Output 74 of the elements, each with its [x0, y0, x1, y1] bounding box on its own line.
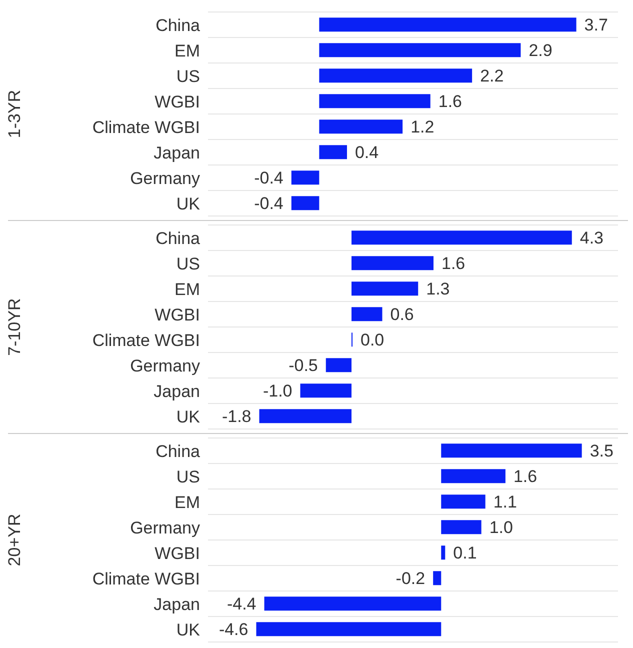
y-tick-label: UK [176, 407, 201, 426]
bar [319, 120, 403, 134]
data-label: -0.4 [254, 168, 284, 188]
bar [291, 196, 320, 210]
y-tick-label: US [176, 254, 200, 274]
data-label: 0.4 [354, 143, 379, 162]
bar [352, 307, 382, 322]
y-tick-label: Climate WGBI [92, 330, 200, 350]
bar [441, 469, 506, 484]
y-tick-label: Climate WGBI [92, 118, 200, 137]
bar [264, 596, 442, 611]
y-tick-label: Japan [154, 594, 200, 614]
bar [352, 230, 572, 245]
y-tick-label: Japan [154, 382, 200, 401]
data-label: 1.6 [438, 92, 462, 112]
bar [300, 384, 352, 398]
bar [441, 444, 582, 458]
y-tick-label: Germany [130, 518, 200, 538]
data-label: 1.0 [489, 518, 513, 538]
bar [352, 256, 434, 270]
y-tick-label: UK [176, 620, 201, 640]
data-label: -1.0 [262, 382, 292, 401]
bar [319, 145, 347, 160]
y-axis-title: 1-3YR [5, 90, 24, 138]
bar [319, 68, 472, 83]
y-tick-label: Germany [130, 168, 200, 188]
data-label: 1.6 [513, 467, 538, 486]
data-label: 1.6 [442, 254, 466, 274]
bar [291, 170, 320, 185]
bar [256, 622, 442, 636]
data-label: -1.8 [222, 407, 252, 426]
y-tick-label: China [156, 228, 201, 248]
y-tick-label: EM [174, 41, 200, 60]
bar [352, 282, 418, 296]
bar [259, 409, 352, 424]
data-label: -0.4 [254, 194, 284, 214]
y-axis-title: 20+YR [5, 514, 24, 566]
bar [319, 43, 521, 58]
data-label: 0.6 [390, 305, 414, 324]
data-label: -0.2 [396, 569, 426, 588]
y-tick-label: Climate WGBI [92, 569, 200, 588]
y-tick-label: US [176, 467, 200, 486]
bar [433, 571, 442, 586]
y-tick-label: WGBI [154, 305, 200, 324]
data-label: 2.2 [480, 66, 504, 86]
y-tick-label: US [176, 66, 200, 86]
y-tick-label: EM [174, 280, 200, 299]
bar [319, 94, 430, 108]
y-axis-title: 7-10YR [5, 298, 24, 356]
bar [326, 358, 352, 372]
bar [441, 546, 446, 560]
data-label: 1.3 [426, 280, 450, 299]
data-label: 1.1 [493, 492, 517, 512]
y-tick-label: Japan [154, 143, 200, 162]
data-label: 3.5 [590, 442, 614, 461]
bar [441, 494, 486, 509]
data-label: 1.2 [410, 118, 434, 137]
data-label: 3.7 [584, 16, 608, 35]
data-label: 0.1 [453, 544, 477, 563]
y-tick-label: Germany [130, 356, 200, 376]
y-tick-label: WGBI [154, 544, 200, 563]
bar [319, 18, 576, 32]
bar [441, 520, 482, 534]
y-tick-label: China [156, 16, 201, 35]
data-label: -0.5 [288, 356, 318, 376]
data-label: 2.9 [528, 41, 552, 60]
data-label: 0.0 [360, 330, 384, 350]
y-tick-label: China [156, 442, 201, 461]
data-label: -4.4 [226, 594, 256, 614]
data-label: 4.3 [580, 228, 604, 248]
y-tick-label: WGBI [154, 92, 200, 112]
data-label: -4.6 [218, 620, 248, 640]
y-tick-label: UK [176, 194, 201, 214]
y-tick-label: EM [174, 492, 200, 512]
